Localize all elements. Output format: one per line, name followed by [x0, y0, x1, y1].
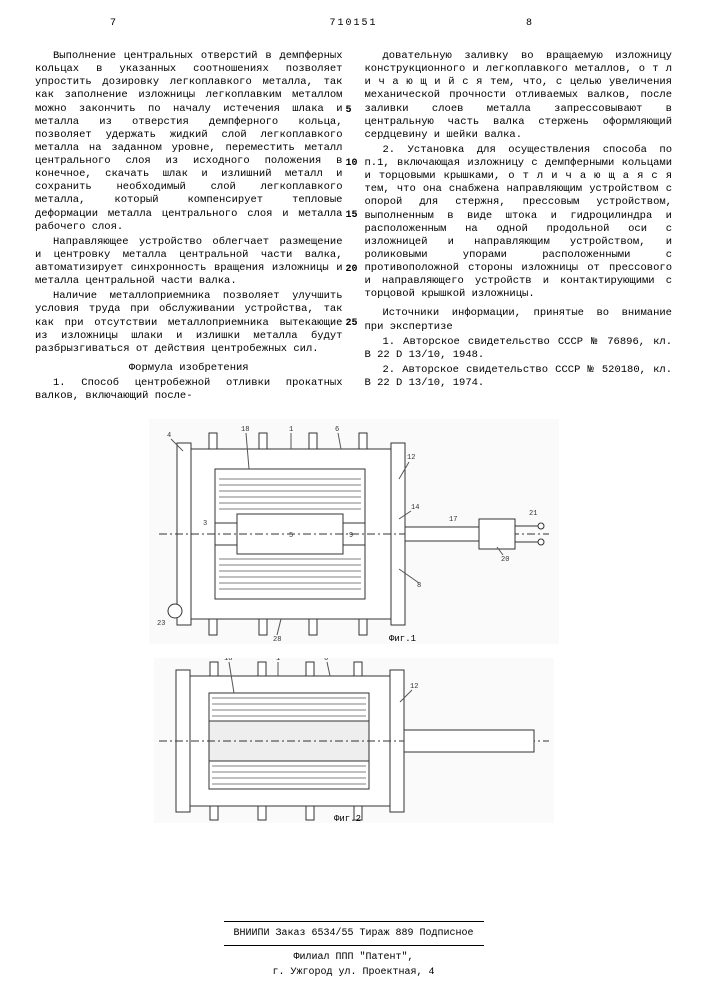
- left-column: Выполнение центральных отверстий в демпф…: [35, 50, 343, 405]
- formula-heading: Формула изобретения: [35, 362, 343, 375]
- svg-text:9: 9: [349, 532, 353, 540]
- sources-heading: Источники информации, принятые во вниман…: [365, 307, 673, 333]
- text-columns: Выполнение центральных отверстий в демпф…: [35, 50, 672, 405]
- footer: ВНИИПИ Заказ 6534/55 Тираж 889 Подписное…: [0, 917, 707, 980]
- svg-text:8: 8: [417, 582, 421, 590]
- footer-line-2: Филиал ППП "Патент",: [0, 950, 707, 965]
- svg-text:12: 12: [407, 454, 415, 462]
- fig2-label: Фиг.2: [334, 814, 361, 823]
- page-number: 8: [526, 18, 532, 31]
- svg-text:18: 18: [241, 426, 249, 434]
- footer-line-3: г. Ужгород ул. Проектная, 4: [0, 965, 707, 980]
- figure-1: 4 18 1 6 12 14 17 21 20 8 23 28 3 5 9 Фи…: [149, 419, 559, 644]
- footer-rule-2: [224, 945, 484, 946]
- svg-text:17: 17: [449, 516, 457, 524]
- svg-text:6: 6: [335, 426, 339, 434]
- svg-text:28: 28: [273, 636, 281, 644]
- footer-rule-1: [224, 921, 484, 922]
- svg-text:4: 4: [167, 432, 171, 440]
- right-column: довательную заливку во вращаемую изложни…: [365, 50, 673, 405]
- svg-text:6: 6: [324, 658, 328, 663]
- svg-text:20: 20: [501, 556, 509, 564]
- svg-text:3: 3: [203, 520, 207, 528]
- right-p1: довательную заливку во вращаемую изложни…: [365, 50, 673, 142]
- figure-1-svg: 4 18 1 6 12 14 17 21 20 8 23 28 3 5 9 Фи…: [149, 419, 559, 644]
- figure-2: 18 1 6 12 Фиг.2: [154, 658, 554, 823]
- line-num-25: 25: [346, 318, 358, 331]
- footer-line-1: ВНИИПИ Заказ 6534/55 Тираж 889 Подписное: [0, 926, 707, 941]
- svg-text:12: 12: [410, 683, 418, 691]
- svg-text:23: 23: [157, 620, 165, 628]
- left-p4: 1. Способ центробежной отливки прокатных…: [35, 377, 343, 403]
- source-1: 1. Авторское свидетельство СССР № 76896,…: [365, 336, 673, 362]
- svg-text:5: 5: [289, 532, 293, 540]
- left-p2: Направляющее устройство облегчает размещ…: [35, 236, 343, 289]
- left-p1: Выполнение центральных отверстий в демпф…: [35, 50, 343, 234]
- source-2: 2. Авторское свидетельство СССР № 520180…: [365, 364, 673, 390]
- svg-text:14: 14: [411, 504, 419, 512]
- line-num-15: 15: [346, 210, 358, 223]
- svg-text:21: 21: [529, 510, 537, 518]
- line-num-20: 20: [346, 264, 358, 277]
- line-num-5: 5: [346, 105, 352, 118]
- left-p3: Наличие металлоприемника позволяет улучш…: [35, 290, 343, 356]
- svg-text:1: 1: [289, 426, 293, 434]
- fig1-label: Фиг.1: [389, 634, 416, 644]
- page: 7 710151 8 5 10 15 20 25 Выполнение цент…: [0, 0, 707, 1000]
- svg-text:18: 18: [224, 658, 232, 663]
- figures-block: 4 18 1 6 12 14 17 21 20 8 23 28 3 5 9 Фи…: [35, 419, 672, 823]
- right-p2: 2. Установка для осуществления способа п…: [365, 144, 673, 302]
- figure-2-svg: 18 1 6 12 Фиг.2: [154, 658, 554, 823]
- line-num-10: 10: [346, 158, 358, 171]
- doc-number: 710151: [0, 18, 707, 31]
